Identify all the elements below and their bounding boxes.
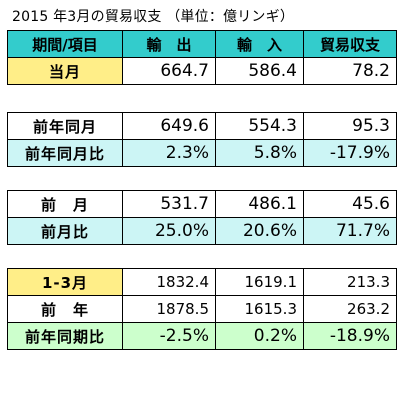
cell-import: 586.4: [215, 57, 304, 85]
cell-import: 554.3: [215, 112, 304, 140]
cell-balance: 71.7%: [303, 217, 397, 245]
cell-export: 649.6: [122, 112, 216, 140]
header-import: 輸 入: [215, 30, 304, 58]
header-row: 期間/項目 輸 出 輸 入 貿易収支: [7, 30, 397, 58]
table-cumulative: 1-3月 1832.4 1619.1 213.3 前 年 1878.5 1615…: [7, 268, 397, 350]
cell-export: -2.5%: [122, 322, 216, 350]
row-label: 当月: [7, 57, 123, 85]
header-balance: 貿易収支: [303, 30, 397, 58]
cell-import: 486.1: [215, 190, 304, 218]
row-label: 1-3月: [7, 268, 123, 296]
row-label: 前月比: [7, 217, 123, 245]
table-year-ago: 前年同月 649.6 554.3 95.3 前年同月比 2.3% 5.8% -1…: [7, 112, 397, 167]
cell-export: 531.7: [122, 190, 216, 218]
row-current-month: 当月 664.7 586.4 78.2: [7, 57, 397, 85]
cell-balance: 263.2: [303, 295, 397, 323]
cell-import: 1619.1: [215, 268, 304, 296]
cell-balance: -18.9%: [303, 322, 397, 350]
cell-balance: 78.2: [303, 57, 397, 85]
cell-import: 0.2%: [215, 322, 304, 350]
cell-export: 664.7: [122, 57, 216, 85]
row-label: 前年同月比: [7, 139, 123, 167]
cell-import: 20.6%: [215, 217, 304, 245]
row-label: 前 年: [7, 295, 123, 323]
cell-import: 5.8%: [215, 139, 304, 167]
row-prev-year: 前 年 1878.5 1615.3 263.2: [7, 295, 397, 323]
row-year-ago-ratio: 前年同月比 2.3% 5.8% -17.9%: [7, 139, 397, 167]
row-year-ago-month: 前年同月 649.6 554.3 95.3: [7, 112, 397, 140]
cell-balance: 213.3: [303, 268, 397, 296]
cell-balance: 95.3: [303, 112, 397, 140]
row-prev-month: 前 月 531.7 486.1 45.6: [7, 190, 397, 218]
row-label: 前 月: [7, 190, 123, 218]
row-jan-mar: 1-3月 1832.4 1619.1 213.3: [7, 268, 397, 296]
table-title: 2015 年3月の貿易収支 （単位：億リンギ）: [12, 9, 295, 25]
cell-export: 25.0%: [122, 217, 216, 245]
row-period-ratio: 前年同期比 -2.5% 0.2% -18.9%: [7, 322, 397, 350]
row-label: 前年同期比: [7, 322, 123, 350]
cell-balance: 45.6: [303, 190, 397, 218]
cell-export: 1878.5: [122, 295, 216, 323]
cell-export: 2.3%: [122, 139, 216, 167]
table-current: 期間/項目 輸 出 輸 入 貿易収支 当月 664.7 586.4 78.2: [7, 30, 397, 85]
cell-balance: -17.9%: [303, 139, 397, 167]
cell-import: 1615.3: [215, 295, 304, 323]
header-export: 輸 出: [122, 30, 216, 58]
row-label: 前年同月: [7, 112, 123, 140]
table-prev-month: 前 月 531.7 486.1 45.6 前月比 25.0% 20.6% 71.…: [7, 190, 397, 245]
header-item: 期間/項目: [7, 30, 123, 58]
row-prev-month-ratio: 前月比 25.0% 20.6% 71.7%: [7, 217, 397, 245]
cell-export: 1832.4: [122, 268, 216, 296]
